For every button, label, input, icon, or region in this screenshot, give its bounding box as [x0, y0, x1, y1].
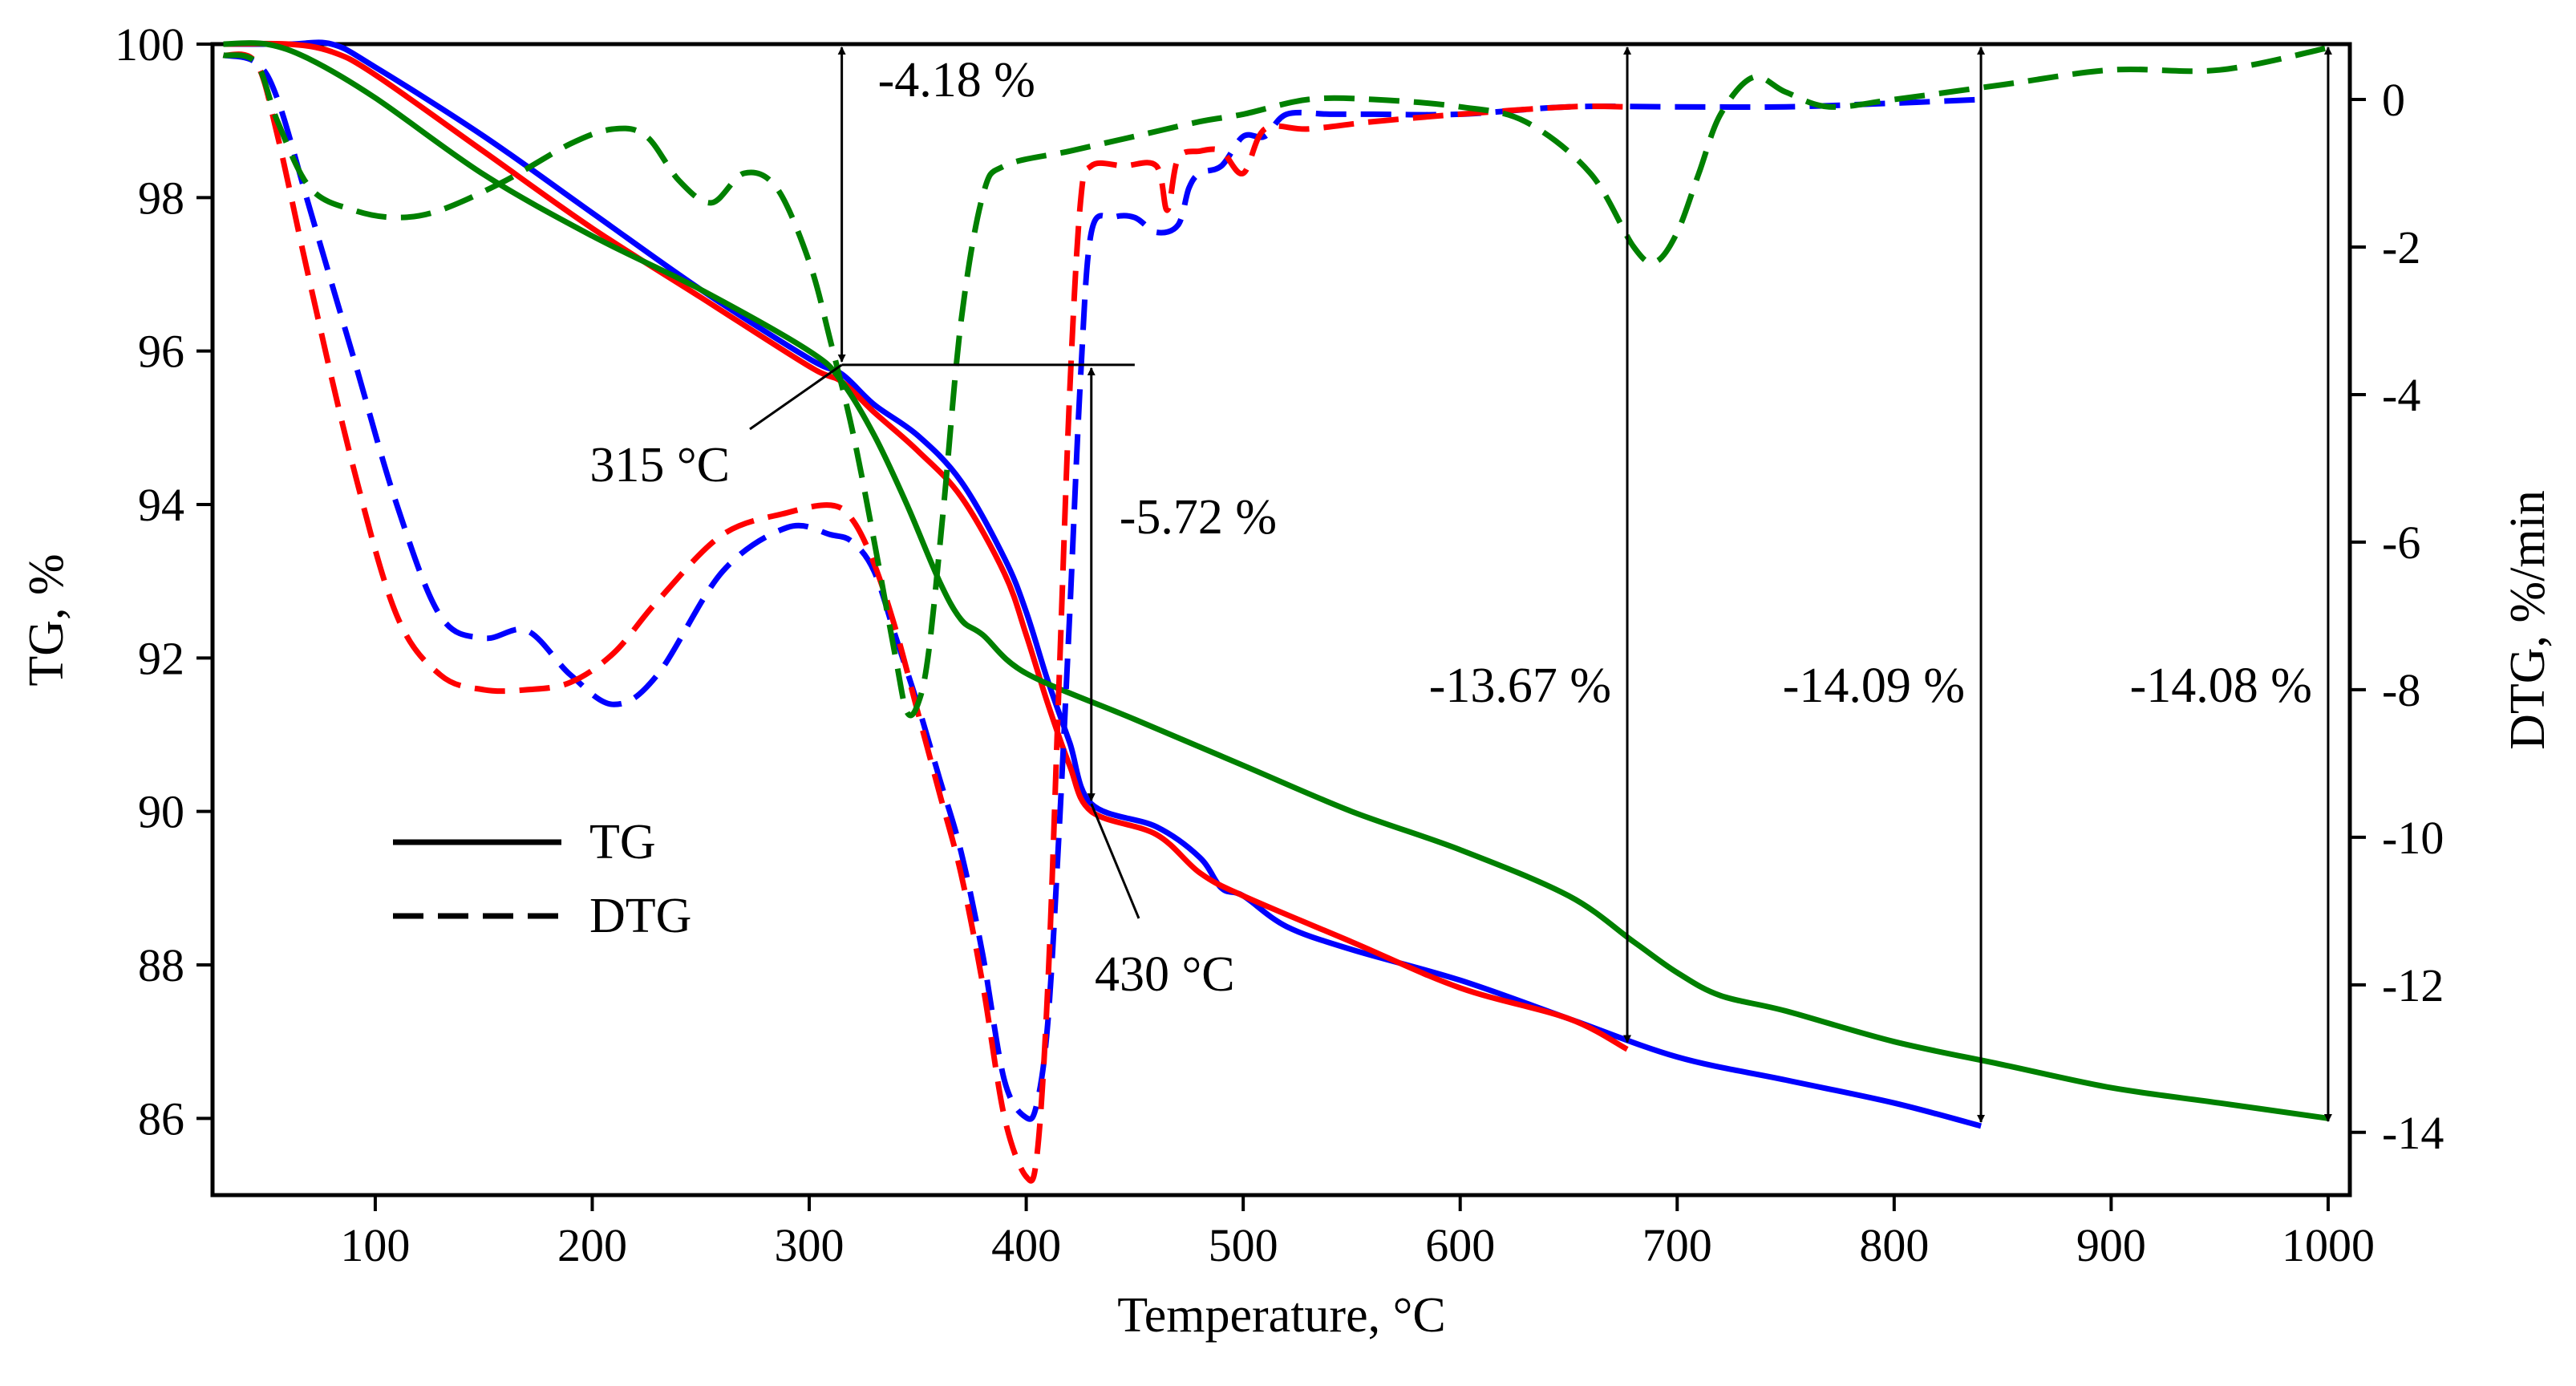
- x-axis-ticks: 100 200 300 400 500 600 700 800 900 1000: [340, 1195, 2375, 1271]
- tg-series-line: [223, 40, 1629, 1052]
- y-left-tick-label: 94: [138, 479, 184, 531]
- y-right-tick-label: -14: [2382, 1107, 2444, 1159]
- x-tick-label: 300: [775, 1219, 844, 1271]
- y-left-axis-title: TG, %: [19, 553, 74, 686]
- temp-label: 315 °C: [589, 438, 730, 492]
- plot-frame: [210, 42, 2352, 1198]
- y-right-tick-label: -8: [2382, 664, 2420, 716]
- mass-loss-label: -13.67 %: [1429, 659, 1611, 713]
- legend-dtg-label: DTG: [589, 889, 691, 943]
- x-tick-label: 500: [1209, 1219, 1278, 1271]
- y-left-tick-label: 86: [138, 1092, 184, 1145]
- tg-series-line: [223, 40, 2329, 1121]
- x-tick-label: 700: [1642, 1219, 1712, 1271]
- x-tick-label: 600: [1425, 1219, 1495, 1271]
- temp-leader-line: [749, 363, 843, 431]
- y-right-tick-label: -10: [2382, 812, 2444, 864]
- dtg-series-line: [222, 52, 1982, 1122]
- y-left-tick-label: 100: [115, 18, 184, 71]
- y-right-tick-label: -6: [2382, 517, 2420, 569]
- x-tick-label: 900: [2076, 1219, 2146, 1271]
- mass-loss-label: -14.09 %: [1783, 659, 1965, 713]
- y-right-axis-title: DTG, %/min: [2501, 490, 2555, 750]
- y-left-axis-ticks: 86 88 90 92 94 96 98 100: [115, 18, 213, 1145]
- temp-leader-line: [1090, 803, 1140, 919]
- x-tick-label: 200: [557, 1219, 627, 1271]
- y-right-tick-label: -2: [2382, 221, 2420, 274]
- y-left-tick-label: 92: [138, 632, 184, 684]
- x-tick-label: 1000: [2282, 1219, 2375, 1271]
- y-left-tick-label: 90: [138, 786, 184, 838]
- series-layer: [222, 39, 2329, 1184]
- x-tick-label: 100: [340, 1219, 410, 1271]
- y-left-tick-label: 96: [138, 326, 184, 378]
- x-tick-label: 800: [1859, 1219, 1929, 1271]
- dtg-series-line: [222, 45, 2329, 719]
- x-tick-label: 400: [991, 1219, 1061, 1271]
- mass-loss-label: -4.18 %: [878, 53, 1035, 107]
- temp-label: 430 °C: [1095, 947, 1235, 1002]
- y-right-tick-label: -12: [2382, 959, 2444, 1011]
- y-left-tick-label: 98: [138, 172, 184, 224]
- mass-loss-label: -5.72 %: [1120, 490, 1277, 545]
- y-right-tick-label: -4: [2382, 369, 2420, 421]
- y-left-tick-label: 88: [138, 939, 184, 991]
- dtg-series-line: [222, 51, 1628, 1184]
- mass-loss-label: -14.08 %: [2130, 659, 2312, 713]
- y-right-axis-ticks: 0 -2 -4 -6 -8 -10 -12 -14: [2350, 74, 2444, 1159]
- legend: TG DTG: [393, 815, 691, 943]
- x-axis-title: Temperature, °C: [1117, 1288, 1446, 1343]
- legend-tg-label: TG: [589, 815, 656, 869]
- y-right-tick-label: 0: [2382, 74, 2405, 126]
- annotation-layer: -4.18 % -5.72 % -13.67 % -14.09 % -14.08 % 31…: [589, 47, 2332, 1123]
